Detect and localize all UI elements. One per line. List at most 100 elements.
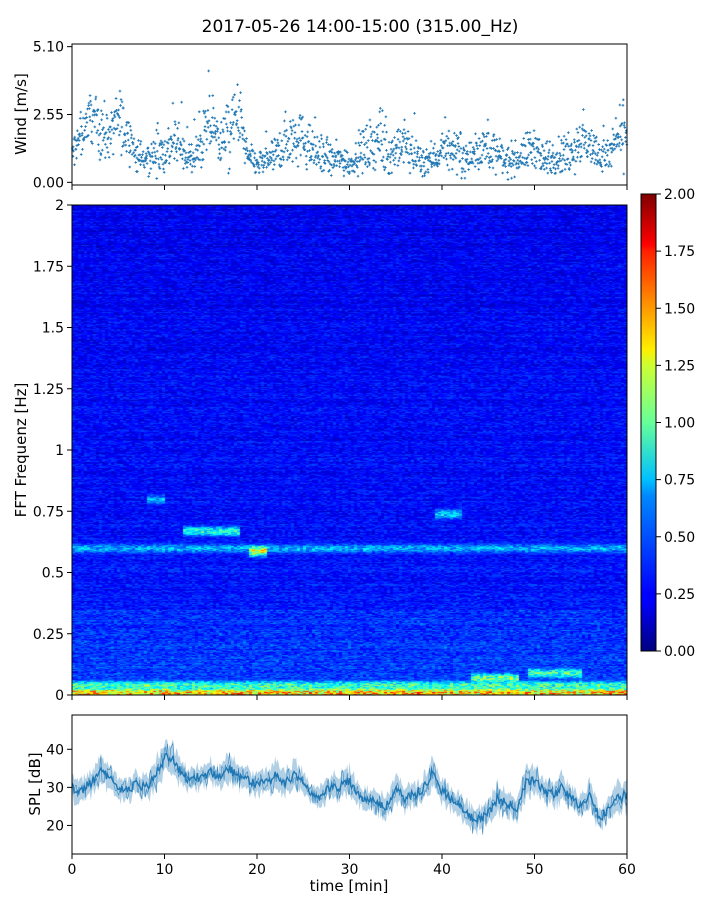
wind-point: [312, 161, 316, 165]
wind-point: [88, 118, 92, 122]
wind-point: [532, 147, 536, 151]
wind-point: [523, 156, 527, 160]
wind-point: [549, 169, 552, 172]
wind-point: [600, 165, 603, 168]
wind-point: [234, 113, 237, 117]
wind-point: [457, 149, 461, 153]
wind-point: [574, 148, 577, 152]
wind-point: [408, 171, 412, 175]
wind-point: [98, 122, 101, 126]
wind-point: [209, 140, 213, 143]
wind-point: [497, 154, 501, 157]
wind-point: [538, 159, 541, 162]
wind-point: [297, 123, 301, 127]
wind-point: [164, 153, 167, 157]
wind-y-label: Wind [m/s]: [12, 73, 30, 155]
wind-point: [611, 148, 615, 152]
wind-point: [348, 170, 351, 174]
wind-point: [413, 112, 416, 115]
wind-point: [335, 164, 338, 167]
wind-point: [531, 162, 534, 165]
wind-point: [295, 140, 299, 143]
wind-point: [448, 154, 452, 157]
wind-point: [231, 123, 235, 127]
wind-point: [112, 113, 116, 117]
spectrogram-y-tick-label: 0.25: [33, 627, 64, 643]
wind-point: [328, 168, 331, 172]
wind-point: [277, 154, 280, 157]
wind-point: [610, 150, 614, 154]
wind-point: [130, 153, 134, 156]
wind-point: [348, 163, 352, 167]
wind-point: [356, 156, 360, 160]
wind-point: [548, 161, 551, 165]
wind-point: [272, 159, 276, 163]
wind-point: [266, 157, 269, 160]
wind-point: [188, 159, 192, 162]
wind-point: [338, 162, 342, 165]
wind-point: [134, 148, 137, 152]
wind-point: [371, 139, 374, 142]
wind-point: [338, 159, 341, 163]
wind-point: [369, 135, 373, 139]
wind-point: [397, 146, 401, 150]
wind-point: [193, 165, 197, 168]
wind-point: [316, 150, 320, 154]
wind-point: [613, 147, 617, 151]
wind-point: [139, 163, 142, 166]
wind-point: [524, 144, 527, 148]
colorbar-tick-label: 1.75: [664, 244, 695, 260]
wind-point: [366, 165, 369, 168]
wind-point: [287, 137, 291, 141]
wind-point: [317, 154, 320, 158]
wind-point: [576, 155, 579, 159]
wind-point: [361, 158, 365, 161]
wind-point: [601, 145, 604, 149]
wind-point: [247, 156, 251, 160]
wind-point: [487, 131, 490, 135]
wind-point: [305, 163, 308, 166]
wind-point: [166, 141, 170, 145]
wind-point: [595, 154, 599, 157]
wind-point: [317, 161, 321, 164]
wind-point: [187, 151, 191, 154]
wind-point: [481, 139, 484, 143]
wind-point: [490, 160, 494, 163]
wind-point: [566, 142, 569, 146]
wind-point: [85, 116, 88, 119]
wind-point: [560, 138, 563, 142]
wind-point: [158, 144, 161, 147]
wind-point: [409, 148, 413, 151]
wind-point: [604, 151, 607, 155]
wind-point: [513, 151, 517, 155]
wind-point: [185, 160, 188, 164]
wind-point: [485, 147, 489, 150]
wind-point: [301, 115, 305, 119]
wind-point: [96, 108, 100, 111]
spectrogram-y-tick-label: 1: [55, 443, 64, 459]
wind-point: [163, 139, 167, 143]
wind-panel: 0.00 2.55 5.10 Wind [m/s]: [12, 40, 629, 191]
wind-point: [330, 151, 334, 154]
wind-point: [572, 155, 575, 159]
wind-point: [482, 148, 485, 152]
wind-point: [429, 151, 432, 155]
wind-point: [219, 131, 222, 135]
wind-point: [230, 98, 234, 102]
wind-point: [535, 145, 539, 149]
wind-point: [159, 156, 162, 159]
wind-point: [282, 158, 285, 162]
wind-point: [494, 154, 498, 158]
wind-point: [113, 110, 116, 114]
spectrogram-y-tick-label: 1.5: [42, 321, 64, 337]
wind-point: [591, 144, 595, 147]
wind-point: [422, 150, 425, 154]
wind-point: [356, 165, 359, 169]
wind-point: [544, 142, 548, 145]
spl-x-label: time [min]: [310, 877, 389, 895]
wind-point: [228, 150, 232, 154]
wind-point: [328, 162, 332, 166]
wind-point: [602, 139, 605, 142]
wind-point: [265, 166, 268, 169]
wind-point: [119, 104, 122, 107]
